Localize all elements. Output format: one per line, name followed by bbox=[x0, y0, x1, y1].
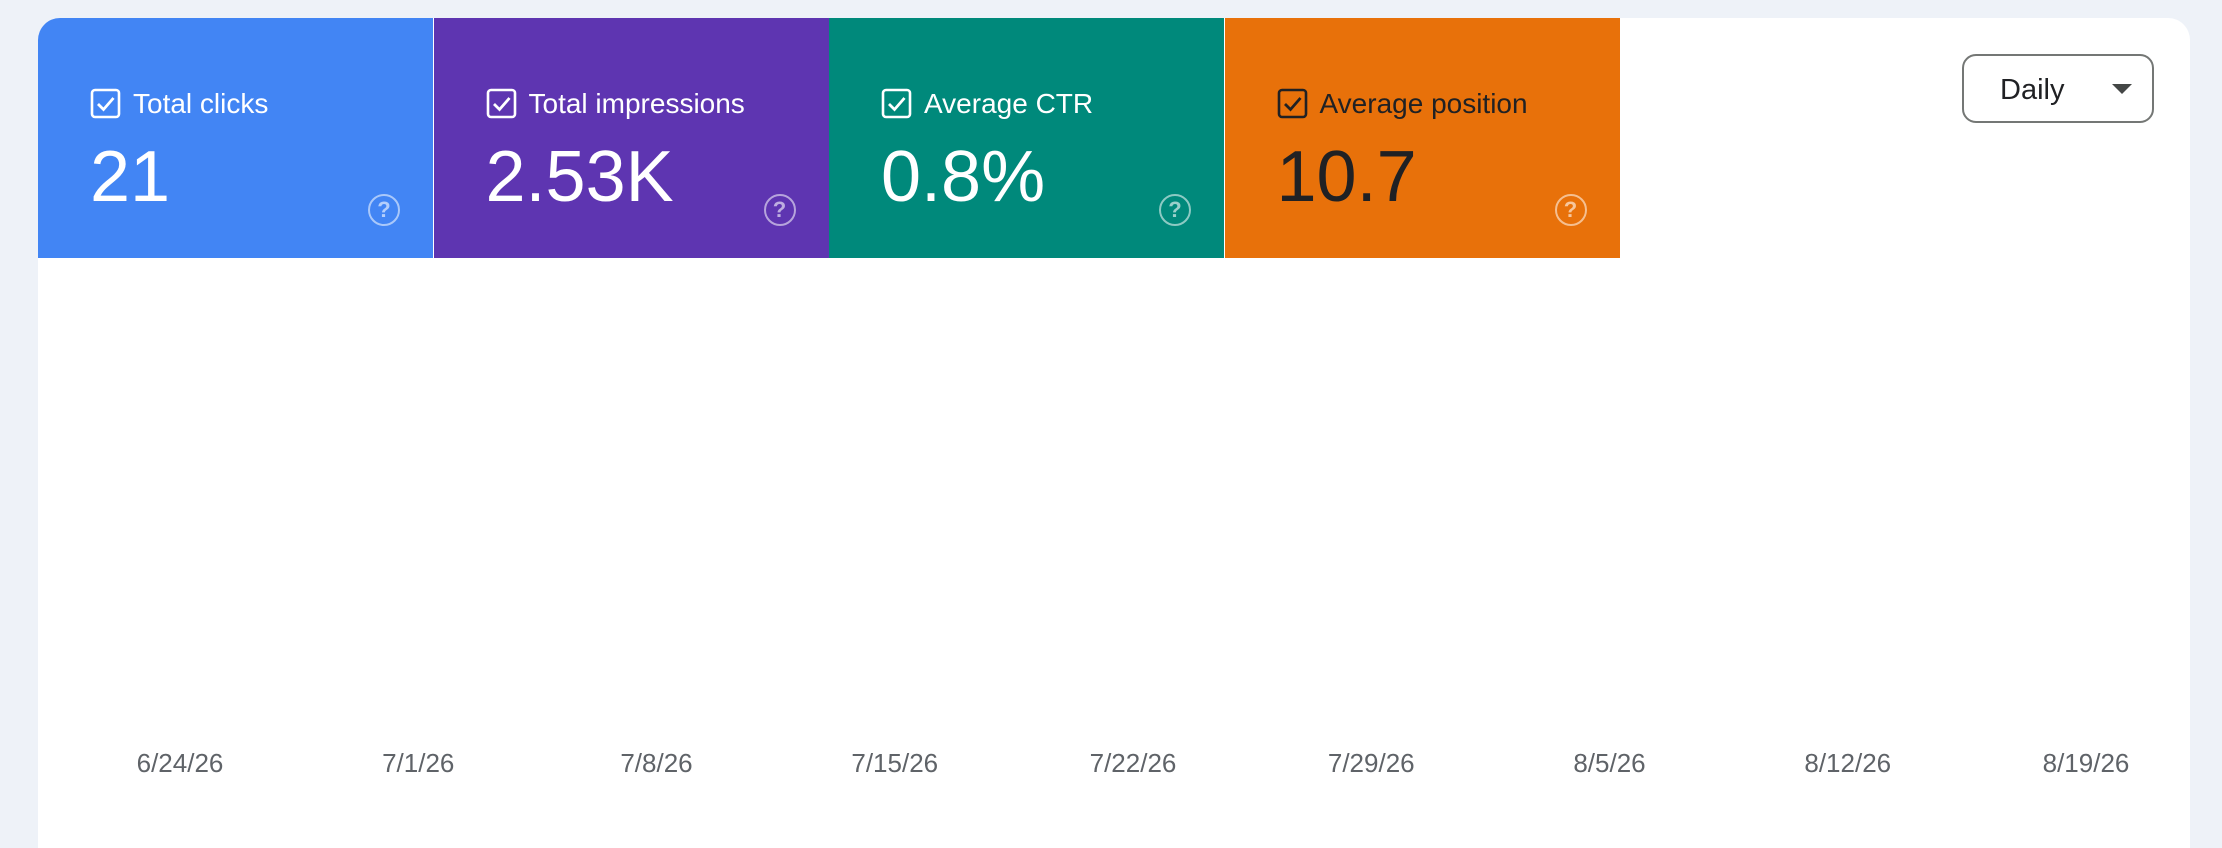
checkmark bbox=[1283, 97, 1302, 112]
checkbox-box bbox=[1277, 88, 1307, 119]
checkbox[interactable] bbox=[881, 88, 913, 120]
metric-value: 10.7 bbox=[1276, 137, 1417, 217]
x-tick-label: 7/15/26 bbox=[851, 748, 938, 778]
chart: 6/24/26 7/1/26 7/8/26 7/15/26 7/22/26 7/29/26… bbox=[137, 748, 2130, 778]
x-tick-label: 8/12/26 bbox=[1804, 748, 1891, 778]
metric-label: Total clicks bbox=[133, 88, 269, 119]
checkbox[interactable] bbox=[90, 88, 122, 120]
x-tick-label: 7/29/26 bbox=[1328, 748, 1415, 778]
metric-tile[interactable]: Total impressions 2.53K? bbox=[433, 18, 829, 258]
x-tick-label: 6/24/26 bbox=[137, 748, 224, 778]
metric-tile[interactable]: Total clicks 21? bbox=[38, 18, 433, 258]
performance-card: 6/24/26 7/1/26 7/8/26 7/15/26 7/22/26 7/29/26… bbox=[38, 18, 2190, 848]
metric-tile[interactable]: Average CTR 0.8%? bbox=[829, 18, 1224, 258]
x-tick-label: 8/5/26 bbox=[1573, 748, 1645, 778]
help-icon[interactable]: ? bbox=[763, 194, 796, 226]
page: 6/24/26 7/1/26 7/8/26 7/15/26 7/22/26 7/29/26… bbox=[38, 18, 2190, 848]
dropdown-arrow bbox=[2112, 84, 2132, 94]
x-tick-label: 7/1/26 bbox=[382, 748, 454, 778]
x-tick-label: 7/22/26 bbox=[1090, 748, 1177, 778]
metric-label: Average CTR bbox=[924, 88, 1094, 119]
checkbox[interactable] bbox=[486, 88, 518, 120]
metric-value: 0.8% bbox=[881, 137, 1046, 217]
checkmark bbox=[888, 97, 906, 112]
metric-label: Average position bbox=[1319, 88, 1528, 119]
x-tick-label: 8/19/26 bbox=[2043, 748, 2130, 778]
help-icon[interactable]: ? bbox=[1554, 194, 1587, 226]
checkbox[interactable] bbox=[1277, 88, 1309, 120]
metric-value: 21 bbox=[90, 137, 171, 217]
checkbox-box bbox=[486, 88, 516, 119]
x-tick-label: 7/8/26 bbox=[620, 748, 692, 778]
dropdown-label: Daily bbox=[2000, 74, 2065, 106]
metric-value: 2.53K bbox=[485, 137, 674, 217]
checkbox-box bbox=[90, 88, 121, 119]
metric-label: Total impressions bbox=[528, 88, 745, 119]
help-icon[interactable]: ? bbox=[1159, 194, 1191, 226]
help-icon[interactable]: ? bbox=[368, 194, 400, 226]
checkbox-box bbox=[881, 88, 912, 119]
checkmark bbox=[492, 97, 511, 112]
granularity-dropdown[interactable]: Daily bbox=[1962, 54, 2154, 123]
metric-tile[interactable]: Average position 10.7? bbox=[1224, 18, 1620, 258]
checkmark bbox=[97, 97, 115, 112]
